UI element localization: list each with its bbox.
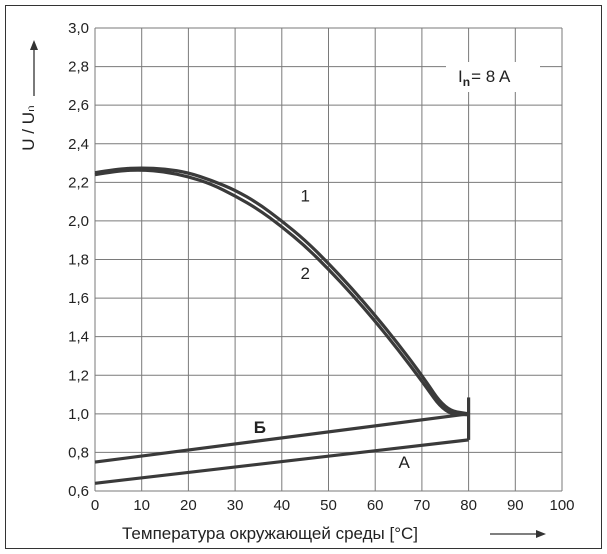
y-tick-label: 2,2 [68, 174, 89, 191]
x-tick-label: 60 [367, 497, 384, 514]
curve-label: Б [254, 418, 266, 437]
y-tick-label: 1,2 [68, 367, 89, 384]
curve-label: A [399, 453, 411, 472]
series-line [94, 166, 469, 416]
x-tick-label: 50 [320, 497, 337, 514]
y-axis-label-group: U / Uₙ [19, 40, 38, 151]
y-tick-label: 2,6 [68, 97, 89, 114]
x-tick-label: 20 [180, 497, 197, 514]
y-tick-label: 0,6 [68, 483, 89, 500]
y-tick-label: 2,8 [68, 59, 89, 76]
y-tick-label: 0,8 [68, 444, 89, 461]
y-axis-arrow-icon [30, 40, 38, 50]
x-tick-label: 70 [414, 497, 431, 514]
y-tick-label: 1,8 [68, 252, 89, 269]
x-tick-label: 90 [507, 497, 524, 514]
y-tick-label: 3,0 [68, 20, 89, 37]
tick-labels: 0 10 20 30 40 50 60 70 80 90 100 0,6 0,8 1,0 1,2 1,4 1,6… [68, 20, 574, 514]
y-tick-label: 1,6 [68, 290, 89, 307]
x-tick-label: 40 [273, 497, 290, 514]
x-tick-label: 80 [460, 497, 477, 514]
x-tick-label: 30 [227, 497, 244, 514]
curve-label: 2 [300, 264, 309, 283]
legend-box [446, 62, 540, 92]
series-lines [94, 166, 471, 485]
grid-lines [94, 27, 563, 492]
y-tick-label: 2,4 [68, 136, 89, 153]
y-tick-label: 1,4 [68, 329, 89, 346]
x-axis-arrow-icon [536, 530, 546, 538]
series-line [94, 168, 469, 417]
y-tick-label: 1,0 [68, 406, 89, 423]
legend-text: In= 8 A [458, 67, 511, 89]
x-axis-label-group: Температура окружающей среды [°C] [122, 524, 546, 543]
x-axis-label: Температура окружающей среды [°C] [122, 524, 418, 543]
x-tick-label: 10 [133, 497, 150, 514]
y-axis-label: U / Uₙ [19, 105, 38, 151]
curve-label: 1 [300, 187, 309, 206]
series-line [94, 412, 469, 464]
series-line [94, 438, 469, 485]
curve-labels: 1 2 Б A [254, 187, 411, 472]
legend: In= 8 A [446, 62, 540, 92]
y-tick-label: 2,0 [68, 213, 89, 230]
x-tick-label: 0 [91, 497, 99, 514]
x-tick-label: 100 [549, 497, 574, 514]
